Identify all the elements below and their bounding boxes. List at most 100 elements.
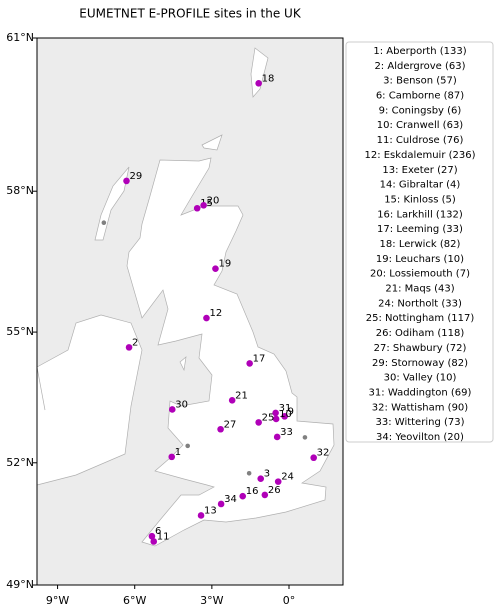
legend-entry: 33: Wittering (73) (376, 417, 465, 428)
legend-box (345, 41, 494, 443)
site-number: 20 (207, 195, 220, 206)
site-number: 24 (281, 472, 294, 483)
site-number: 15 (200, 198, 213, 209)
other-point (246, 470, 252, 476)
y-tick-label: 55°N (6, 325, 34, 338)
legend-entry: 26: Odiham (118) (376, 328, 465, 339)
site-number: 16 (246, 486, 259, 497)
x-tick-label: 9°W (46, 594, 69, 607)
legend-entry: 25: Nottingham (117) (366, 313, 475, 324)
site-marker (281, 413, 288, 420)
y-tick-label: 58°N (6, 184, 34, 197)
site-marker (228, 397, 236, 404)
site-marker (168, 453, 176, 461)
coastline (36, 47, 335, 547)
legend-entry: 31: Waddington (69) (369, 387, 472, 398)
site-marker (257, 475, 265, 483)
site-number: 13 (204, 505, 217, 516)
site-number: 33 (280, 427, 293, 438)
site-number: 12 (209, 308, 222, 319)
legend-entry: 21: Maqs (43) (385, 284, 454, 295)
legend-entry: 18: Lerwick (82) (380, 239, 461, 250)
legend-entry: 19: Leuchars (10) (376, 254, 464, 265)
x-tick-label: 3°W (200, 594, 223, 607)
legend-entry: 2: Aldergrove (63) (374, 61, 465, 72)
legend-entry: 17: Leeming (33) (377, 224, 463, 235)
legend-entry: 11: Culdrose (76) (377, 135, 464, 146)
y-tick-label: 52°N (6, 456, 34, 469)
site-marker (148, 532, 156, 540)
x-tick-label: 6°W (123, 594, 146, 607)
legend-entry: 9: Coningsby (6) (379, 105, 462, 116)
site-marker (274, 478, 282, 485)
site-number: 26 (268, 485, 281, 496)
y-tick-label: 49°N (6, 578, 34, 591)
site-marker (203, 314, 210, 322)
site-marker (197, 512, 205, 519)
site-marker (200, 202, 207, 209)
site-number: 18 (262, 73, 275, 84)
other-point (101, 220, 107, 226)
site-number: 2 (132, 337, 138, 348)
site-number: 10 (279, 409, 292, 420)
site-number: 30 (175, 399, 188, 410)
site-number: 31 (279, 403, 292, 414)
site-marker (255, 419, 262, 426)
legend-entry: 15: Kinloss (5) (384, 194, 456, 205)
isle-of-man (179, 356, 187, 372)
site-number: 6 (155, 526, 161, 537)
legend-entry: 14: Gibraltar (4) (380, 180, 461, 191)
x-tick-label: 0° (283, 594, 296, 607)
site-marker (255, 80, 262, 87)
great-britain (126, 157, 335, 547)
shetland (250, 47, 269, 98)
legend-entry: 13: Exeter (27) (382, 165, 457, 176)
site-number: 32 (317, 448, 330, 459)
site-marker (239, 492, 247, 500)
legend-entry: 32: Wattisham (90) (372, 402, 468, 413)
legend-entry: 1: Aberporth (133) (373, 46, 466, 57)
map-frame (36, 37, 344, 586)
site-number: 21 (235, 390, 248, 401)
legend-entry: 12: Eskdalemuir (236) (364, 150, 475, 161)
site-marker (217, 500, 225, 508)
legend-entry: 10: Cranwell (63) (377, 120, 464, 131)
site-number: 29 (129, 171, 142, 182)
legend-entry: 16: Larkhill (132) (377, 209, 463, 220)
site-marker (217, 425, 224, 433)
legend-entry: 20: Lossiemouth (7) (370, 269, 470, 280)
site-marker (125, 344, 133, 351)
map-title: EUMETNET E-PROFILE sites in the UK (79, 7, 302, 21)
site-number: 17 (253, 353, 266, 364)
site-marker (123, 177, 130, 185)
site-number: 9 (288, 406, 294, 417)
site-marker (273, 433, 281, 441)
orkney (201, 134, 223, 151)
site-number: 25 (262, 412, 275, 423)
site-marker (193, 204, 201, 212)
site-number: 3 (264, 469, 270, 480)
legend-entry: 29: Stornoway (82) (372, 358, 468, 369)
site-number: 1 (175, 447, 181, 458)
site-number: 27 (224, 419, 237, 430)
other-point (185, 443, 190, 449)
legend-entry: 24: Northolt (33) (378, 298, 462, 309)
site-marker (310, 454, 317, 462)
site-number: 34 (224, 494, 237, 505)
other-point (302, 435, 308, 440)
site-marker (261, 491, 269, 499)
legend-entry: 3: Benson (57) (383, 76, 457, 87)
site-marker (212, 265, 219, 272)
legend-entry: 34: Yeovilton (20) (376, 432, 464, 443)
y-tick-label: 61°N (6, 31, 34, 44)
site-marker (272, 409, 279, 417)
site-marker (246, 360, 253, 367)
site-marker (272, 415, 280, 423)
legend-entry: 6: Camborne (87) (376, 91, 464, 102)
site-marker (150, 538, 158, 545)
site-number: 11 (157, 531, 170, 542)
site-number: 19 (218, 259, 231, 270)
legend-entry: 27: Shawbury (72) (374, 343, 467, 354)
site-marker (168, 406, 176, 413)
